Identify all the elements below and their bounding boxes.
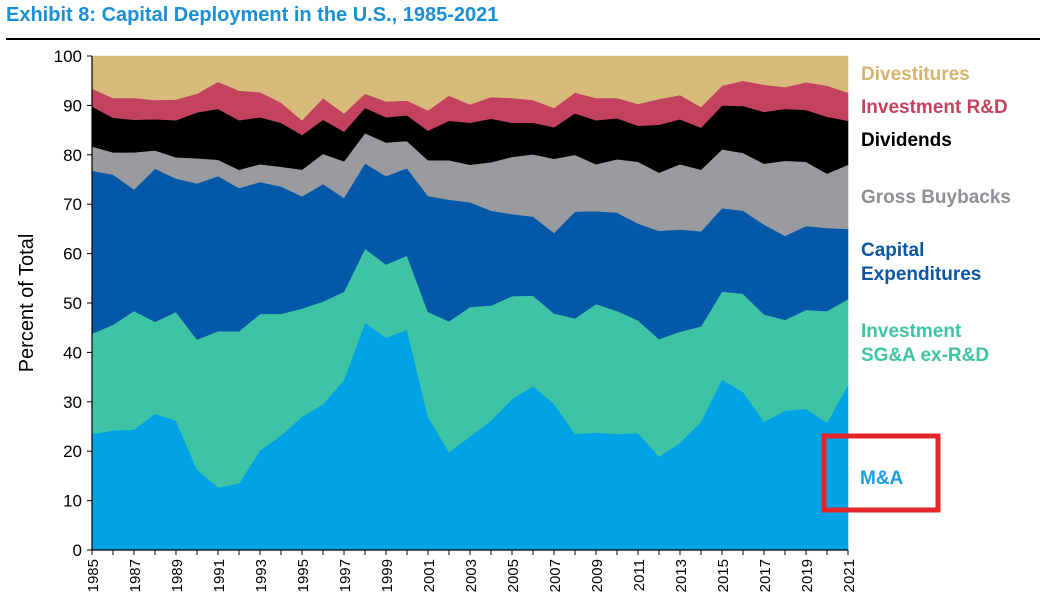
y-tick-label: 70	[63, 195, 82, 214]
y-tick-label: 10	[63, 492, 82, 511]
x-tick-label: 1999	[379, 559, 396, 592]
x-tick-label: 2019	[799, 559, 816, 592]
x-tick-label: 1985	[85, 559, 102, 592]
x-tick-label: 2011	[631, 559, 648, 591]
legend-investment-sganda-ex-randd-line-1: Investment	[861, 321, 962, 342]
area-layers	[91, 55, 849, 551]
x-tick-label: 2009	[589, 559, 606, 592]
x-tick-label: 2017	[757, 559, 774, 592]
y-tick-label: 40	[63, 343, 82, 362]
x-tick-label: 2015	[715, 559, 732, 592]
x-tick-label: 1997	[337, 559, 354, 592]
y-tick-label: 50	[63, 294, 82, 313]
x-tick-label: 2007	[547, 559, 564, 592]
y-tick-label: 20	[63, 442, 82, 461]
x-tick-label: 2001	[421, 559, 438, 592]
chart-title: Exhibit 8: Capital Deployment in the U.S…	[6, 4, 499, 26]
x-tick-label: 2005	[505, 559, 522, 592]
y-tick-label: 30	[63, 393, 82, 412]
y-tick-label: 100	[54, 47, 82, 66]
x-tick-label: 2013	[673, 559, 690, 592]
x-tick-label: 1989	[169, 559, 186, 592]
x-tick-label: 2021	[841, 559, 858, 592]
y-tick-label: 60	[63, 245, 82, 264]
axes: 0 10 20 30 40 50 60 70 80 90 100 1985 1987 1989 1991 19…	[16, 47, 858, 592]
y-tick-label: 90	[63, 96, 82, 115]
x-tick-label: 1991	[211, 559, 228, 592]
legend-capital-expenditures-line-2: Expenditures	[861, 264, 981, 285]
legend-manda: M&A	[860, 468, 904, 489]
x-tick-label: 1995	[295, 559, 312, 592]
x-tick-label: 1987	[127, 559, 144, 592]
x-tick-label: 2003	[463, 559, 480, 592]
y-axis-label: Percent of Total	[16, 234, 38, 373]
highlight-box	[821, 433, 941, 513]
legend-capital-expenditures-line-1: Capital	[861, 240, 924, 261]
area-divestitures	[91, 55, 849, 121]
legend-dividends: Dividends	[861, 130, 952, 151]
legend-divestitures: Divestitures	[861, 64, 970, 85]
legend: Divestitures Investment R&D Dividends Gross…	[860, 64, 1011, 489]
x-tick-label: 1993	[253, 559, 270, 592]
y-tick-label: 80	[63, 146, 82, 165]
title-rule	[6, 38, 1040, 40]
y-tick-label: 0	[73, 541, 82, 560]
legend-investment-randd: Investment R&D	[861, 97, 1008, 118]
legend-gross-buybacks: Gross Buybacks	[861, 187, 1011, 208]
legend-investment-sganda-ex-randd-line-2: SG&A ex-R&D	[861, 345, 989, 366]
